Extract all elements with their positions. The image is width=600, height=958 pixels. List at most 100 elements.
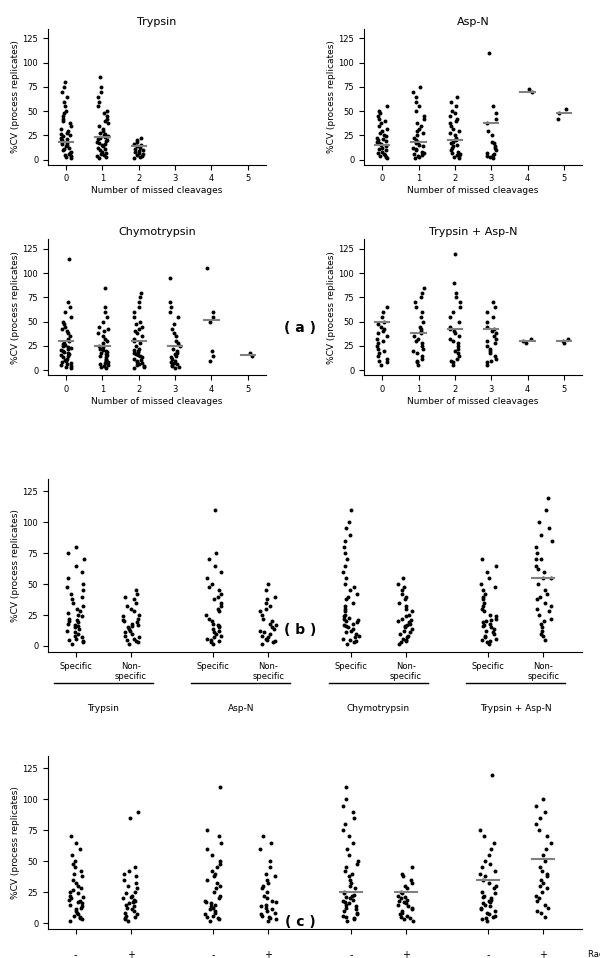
Point [170, 353, 179, 368]
Point [477, 602, 487, 617]
Point [212, 859, 222, 875]
Point [401, 608, 410, 624]
Point [62, 324, 72, 339]
Point [536, 552, 545, 567]
Point [491, 351, 501, 366]
Point [129, 604, 139, 619]
Point [262, 903, 272, 919]
Point [453, 341, 463, 356]
Point [379, 127, 388, 143]
Point [208, 616, 217, 631]
Point [172, 343, 182, 358]
Point [400, 878, 409, 894]
Point [479, 617, 489, 632]
Point [214, 604, 224, 619]
Point [401, 633, 411, 649]
Text: +: + [264, 950, 272, 958]
Point [60, 319, 70, 334]
Point [102, 347, 112, 362]
Point [374, 103, 383, 119]
Point [381, 149, 391, 165]
Point [134, 343, 143, 358]
Point [482, 910, 491, 925]
Point [66, 340, 76, 355]
Point [491, 608, 500, 624]
Point [268, 893, 277, 908]
Point [478, 872, 488, 887]
Point [67, 591, 77, 606]
Point [70, 859, 79, 875]
Point [416, 309, 426, 325]
Point [205, 611, 214, 627]
Point [64, 346, 73, 361]
Point [399, 579, 409, 594]
Point [539, 613, 548, 628]
Point [491, 105, 500, 121]
Point [200, 907, 210, 923]
Point [343, 620, 353, 635]
Point [453, 145, 463, 160]
Point [542, 868, 551, 883]
Point [450, 343, 460, 358]
Point [535, 810, 544, 826]
Point [418, 139, 428, 154]
Point [131, 633, 140, 649]
Point [406, 612, 415, 627]
Point [455, 295, 464, 310]
Point [64, 123, 73, 138]
Point [452, 89, 462, 104]
Point [203, 909, 212, 924]
Point [127, 901, 137, 917]
Point [345, 872, 355, 887]
Point [131, 868, 141, 883]
Point [454, 338, 463, 354]
Point [539, 791, 548, 807]
Point [486, 620, 496, 635]
Point [377, 123, 387, 138]
Point [68, 856, 78, 872]
Point [64, 892, 74, 907]
Point [58, 336, 67, 352]
Point [341, 791, 351, 807]
Point [341, 909, 351, 924]
Point [416, 326, 426, 341]
Point [95, 125, 105, 140]
Point [454, 123, 463, 138]
Point [547, 534, 556, 549]
Point [346, 624, 355, 639]
Point [64, 616, 73, 631]
Point [60, 75, 70, 90]
Point [339, 611, 349, 627]
Point [532, 888, 541, 903]
Point [484, 876, 494, 891]
Point [532, 591, 542, 606]
Point [490, 335, 499, 351]
Point [215, 891, 224, 906]
Point [448, 146, 457, 161]
Point [451, 285, 461, 300]
Point [58, 132, 67, 148]
Point [73, 895, 82, 910]
Point [536, 527, 545, 542]
Point [209, 625, 219, 640]
Point [407, 621, 417, 636]
Point [201, 607, 211, 623]
Point [102, 132, 112, 148]
Point [534, 823, 544, 838]
Point [59, 335, 69, 351]
Point [532, 903, 541, 919]
Point [452, 111, 461, 126]
Point [66, 145, 76, 160]
Point [72, 612, 82, 627]
Point [58, 343, 68, 358]
Point [450, 105, 460, 121]
Point [373, 348, 382, 363]
Point [485, 616, 494, 631]
Point [482, 634, 491, 650]
Point [58, 143, 68, 158]
Text: ( c ): ( c ) [284, 915, 316, 929]
Point [139, 358, 149, 374]
Point [538, 628, 548, 644]
Point [118, 612, 128, 627]
Point [133, 907, 142, 923]
